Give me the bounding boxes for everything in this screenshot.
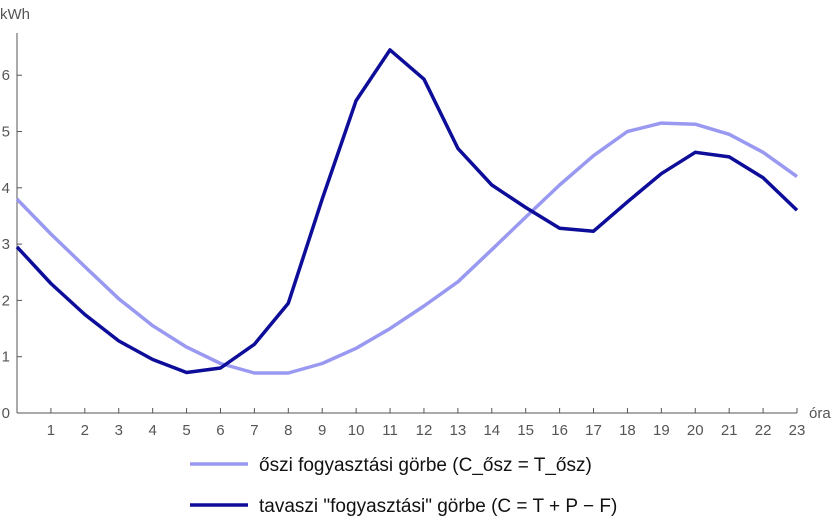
x-tick-label: 8	[284, 422, 292, 439]
x-tick-label: 9	[318, 422, 326, 439]
x-tick-label: 15	[517, 422, 534, 439]
x-tick-label: 4	[148, 422, 156, 439]
x-tick-label: 11	[382, 422, 398, 439]
x-axis-label: óra	[809, 405, 831, 422]
series-line-autumn	[15, 121, 799, 375]
x-tick-label: 10	[348, 422, 365, 439]
y-tick-label: 2	[2, 292, 10, 309]
y-axis-label: kWh	[0, 6, 30, 23]
x-tick-label: 17	[585, 422, 602, 439]
x-tick-label: 7	[250, 422, 258, 439]
x-tick-label: 13	[450, 422, 467, 439]
y-tick-label: 6	[2, 67, 10, 84]
y-tick-label: 1	[2, 349, 10, 366]
x-tick-label: 5	[182, 422, 190, 439]
x-tick-label: 3	[115, 422, 123, 439]
series-lines	[15, 48, 799, 375]
y-tick-label: 0	[2, 405, 10, 422]
x-tick-label: 22	[755, 422, 772, 439]
x-tick-label: 14	[483, 422, 500, 439]
x-tick-label: 12	[416, 422, 433, 439]
y-tick-label: 5	[2, 124, 10, 141]
x-tick-label: 2	[81, 422, 89, 439]
axes: kWh óra	[0, 6, 831, 422]
legend-label-autumn: őszi fogyasztási görbe (C_ősz = T_ősz)	[259, 455, 592, 476]
x-tick-label: 1	[47, 422, 55, 439]
series-line-spring	[15, 48, 799, 375]
x-tick-label: 23	[789, 422, 806, 439]
legend-label-spring: tavaszi "fogyasztási" görbe (C = T + P −…	[259, 496, 617, 517]
x-tick-label: 16	[551, 422, 568, 439]
x-tick-label: 19	[653, 422, 670, 439]
y-tick-label: 4	[2, 180, 10, 197]
x-tick-label: 21	[721, 422, 738, 439]
x-tick-label: 6	[216, 422, 224, 439]
y-tick-label: 3	[2, 236, 10, 253]
legend: őszi fogyasztási görbe (C_ősz = T_ősz) t…	[190, 455, 617, 517]
ticks: 1 2 3 4 5 6 7 8 9 10 11 12 13 14 15 16 17 18 19 20 21 22 23012…	[2, 67, 806, 439]
x-tick-label: 18	[619, 422, 636, 439]
x-tick-label: 20	[687, 422, 704, 439]
